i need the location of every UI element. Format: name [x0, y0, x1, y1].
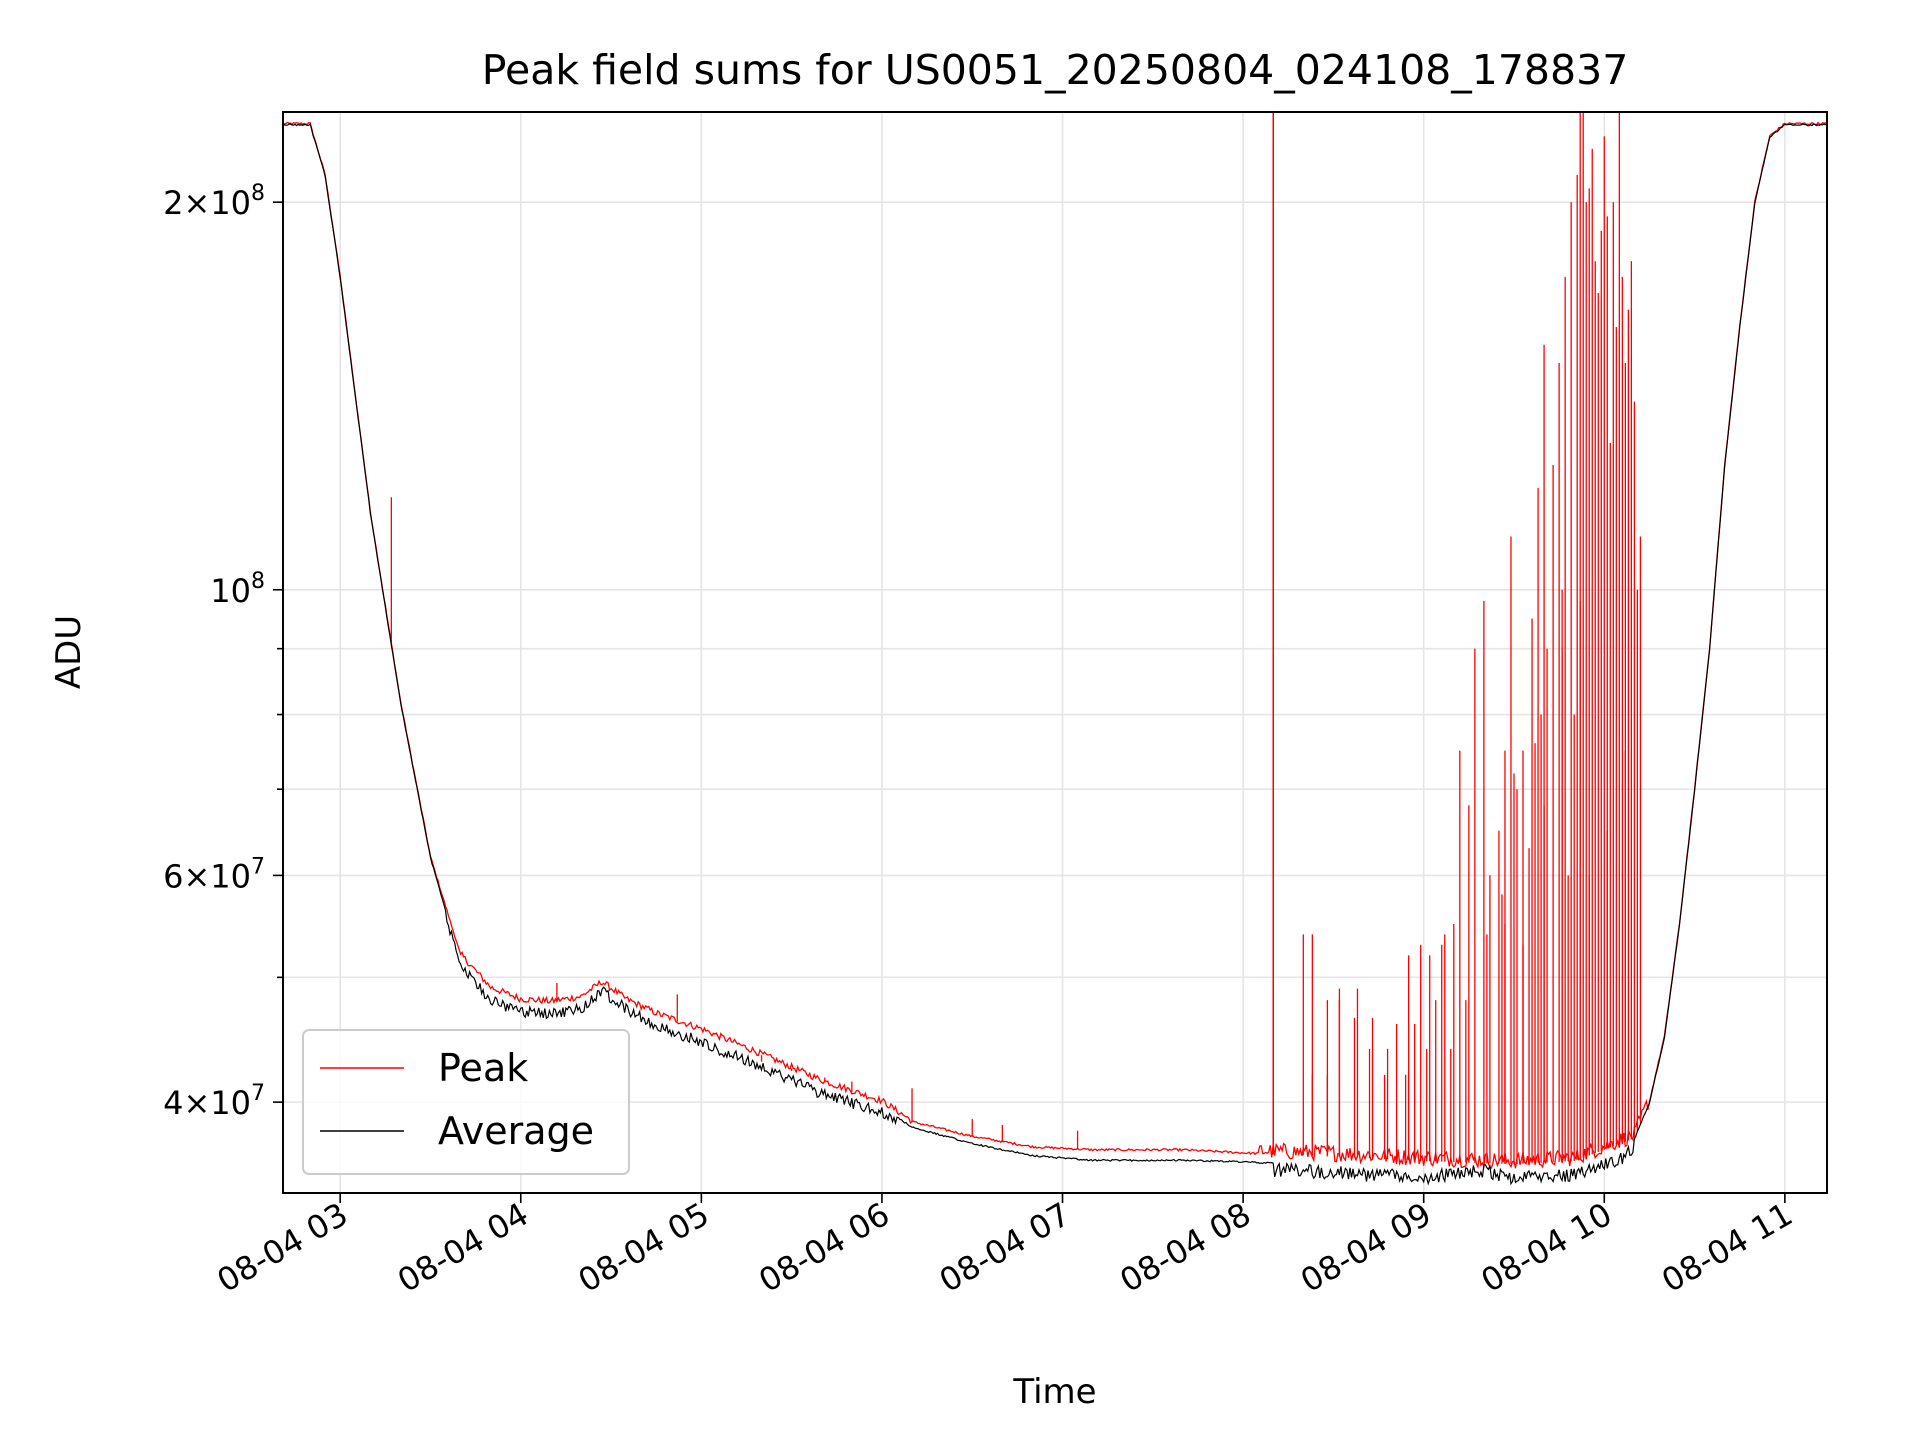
y-axis-ticks: 4×107 6×107 108 2×108: [163, 181, 283, 1122]
plot-frame: [282, 111, 1828, 1194]
series-peak-line: [282, 121, 1828, 1170]
y-tick-label: 108: [210, 569, 265, 610]
legend-box: [302, 1029, 630, 1175]
legend-peak-label: Peak: [438, 1046, 528, 1090]
y-tick-label: 6×107: [163, 854, 265, 895]
legend-average-label: Average: [438, 1109, 594, 1153]
y-tick-label: 2×108: [163, 181, 265, 222]
y-axis-label: ADU: [49, 615, 89, 689]
plot-lines: [282, 112, 1828, 1186]
legend: Peak Average: [302, 1029, 630, 1175]
x-axis-label: Time: [1012, 1372, 1096, 1412]
series-average-line: [282, 123, 1828, 1186]
y-tick-label: 4×107: [163, 1081, 265, 1122]
series-peak-spikes: [390, 112, 1642, 1165]
chart-title: Peak field sums for US0051_20250804_0241…: [482, 46, 1629, 94]
